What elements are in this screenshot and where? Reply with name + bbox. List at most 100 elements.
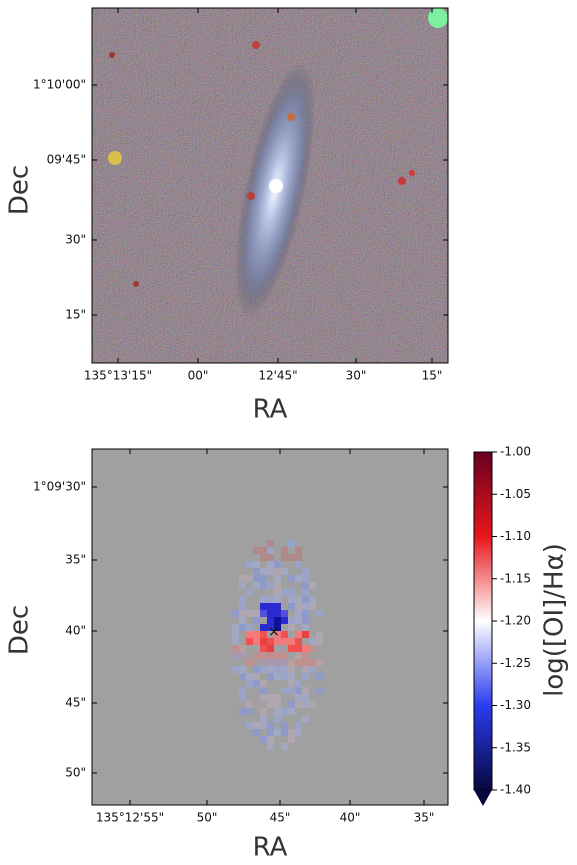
map-pixel — [232, 624, 239, 631]
map-pixels — [232, 540, 323, 750]
map-pixel — [309, 701, 316, 708]
map-pixel — [288, 729, 295, 736]
star — [108, 151, 122, 165]
star — [133, 281, 139, 287]
map-pixel — [281, 589, 288, 596]
map-pixel — [260, 687, 267, 694]
map-pixel — [288, 575, 295, 582]
map-pixel — [260, 554, 267, 561]
map-pixel — [260, 722, 267, 729]
map-pixel — [239, 645, 246, 652]
x-tick-label: 45" — [270, 811, 291, 825]
map-pixel — [295, 610, 302, 617]
map-pixel — [239, 603, 246, 610]
map-pixel — [281, 568, 288, 575]
map-pixel — [267, 638, 274, 645]
map-pixel — [302, 659, 309, 666]
map-pixel — [260, 610, 267, 617]
map-pixel — [274, 582, 281, 589]
map-pixel — [253, 568, 260, 575]
map-pixel — [281, 743, 288, 750]
map-pixel — [253, 652, 260, 659]
map-pixel — [281, 652, 288, 659]
map-pixel — [260, 568, 267, 575]
map-pixel — [295, 561, 302, 568]
map-pixel — [295, 680, 302, 687]
colorbar-extend — [474, 790, 492, 806]
map-pixel — [295, 701, 302, 708]
y-axis-label: Dec — [5, 605, 35, 655]
map-pixel — [295, 575, 302, 582]
map-pixel — [246, 589, 253, 596]
map-pixel — [239, 687, 246, 694]
map-pixel — [288, 624, 295, 631]
map-pixel — [274, 729, 281, 736]
map-pixel — [274, 589, 281, 596]
map-pixel — [253, 666, 260, 673]
map-pixel — [260, 603, 267, 610]
map-pixel — [309, 659, 316, 666]
map-pixel — [232, 631, 239, 638]
map-pixel — [267, 694, 274, 701]
map-pixel — [239, 610, 246, 617]
map-pixel — [302, 603, 309, 610]
y-tick-label: 40" — [65, 624, 86, 638]
map-pixel — [295, 617, 302, 624]
colorbar-tick-label: -1.15 — [500, 571, 531, 585]
map-pixel — [260, 596, 267, 603]
map-pixel — [267, 610, 274, 617]
map-pixel — [267, 645, 274, 652]
map-pixel — [288, 736, 295, 743]
colorbar-tick-label: -1.05 — [500, 487, 531, 501]
map-pixel — [232, 652, 239, 659]
map-pixel — [274, 610, 281, 617]
map-pixel — [260, 582, 267, 589]
x-tick-label: 35" — [414, 811, 435, 825]
y-axis-label: Dec — [5, 165, 35, 215]
map-pixel — [302, 568, 309, 575]
map-pixel — [239, 575, 246, 582]
map-pixel — [253, 729, 260, 736]
x-tick-label: 15" — [422, 369, 443, 383]
map-pixel — [274, 694, 281, 701]
x-tick-label: 00" — [188, 369, 209, 383]
map-pixel — [295, 645, 302, 652]
colorbar-tick-label: -1.25 — [500, 656, 531, 670]
map-pixel — [295, 547, 302, 554]
map-pixel — [253, 575, 260, 582]
map-pixel — [316, 659, 323, 666]
map-pixel — [288, 659, 295, 666]
map-pixel — [260, 547, 267, 554]
map-pixel — [295, 722, 302, 729]
map-pixel — [281, 631, 288, 638]
map-pixel — [288, 617, 295, 624]
map-pixel — [239, 617, 246, 624]
map-pixel — [295, 596, 302, 603]
y-tick-label: 45" — [65, 696, 86, 710]
map-pixel — [253, 631, 260, 638]
map-pixel — [267, 603, 274, 610]
map-pixel — [267, 736, 274, 743]
map-pixel — [253, 722, 260, 729]
map-pixel — [239, 652, 246, 659]
map-pixel — [260, 680, 267, 687]
map-pixel — [260, 694, 267, 701]
map-pixel — [309, 638, 316, 645]
x-tick-label: 12'45" — [258, 369, 297, 383]
y-tick-label: 35" — [65, 553, 86, 567]
x-tick-label: 135°13'15" — [84, 369, 152, 383]
map-pixel — [295, 631, 302, 638]
map-pixel — [281, 617, 288, 624]
map-pixel — [295, 659, 302, 666]
map-pixel — [281, 687, 288, 694]
map-pixel — [274, 708, 281, 715]
y-tick-label: 1°10'00" — [33, 78, 86, 92]
map-pixel — [302, 673, 309, 680]
map-pixel — [260, 631, 267, 638]
map-pixel — [274, 624, 281, 631]
map-pixel — [232, 638, 239, 645]
map-pixel — [232, 645, 239, 652]
map-pixel — [274, 659, 281, 666]
map-pixel — [260, 708, 267, 715]
map-pixel — [288, 701, 295, 708]
